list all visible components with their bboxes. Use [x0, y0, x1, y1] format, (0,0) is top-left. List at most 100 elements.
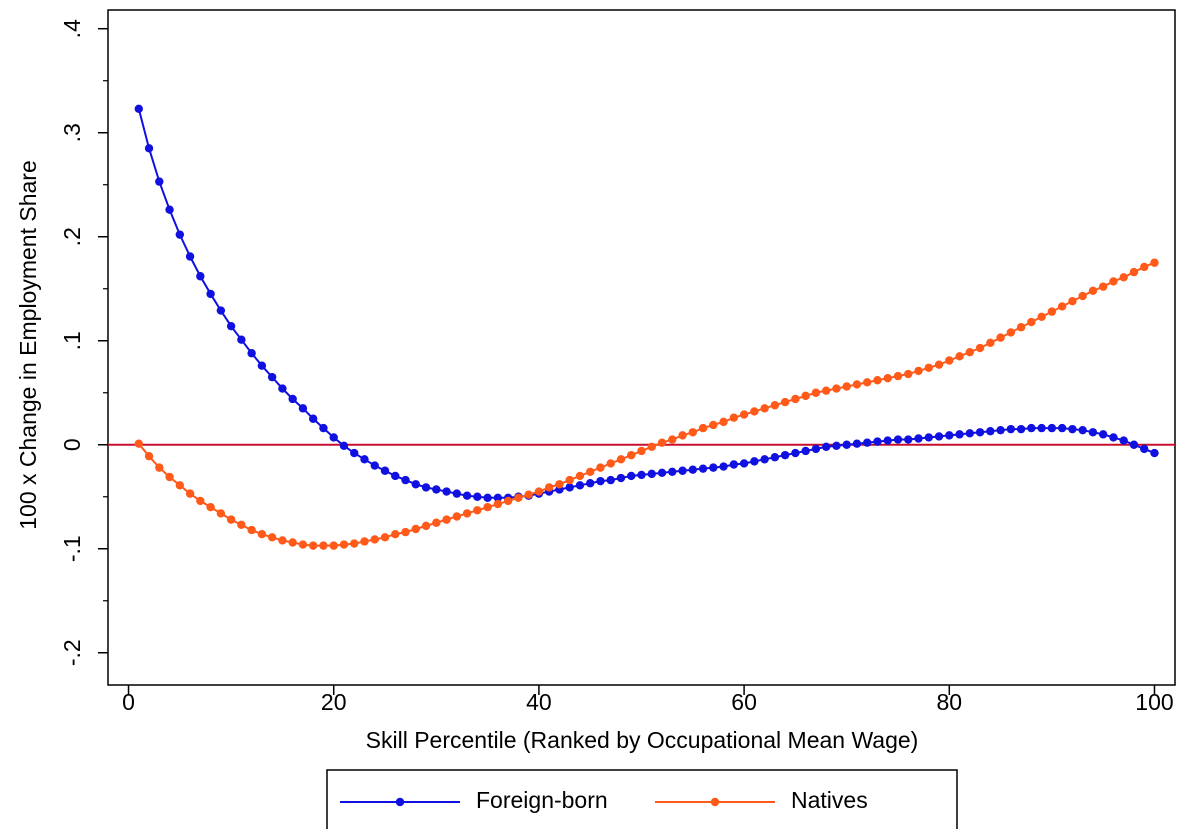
series-marker [678, 431, 687, 440]
series-marker [401, 527, 410, 537]
series-marker [842, 440, 851, 449]
y-tick-label: .4 [59, 19, 85, 38]
series-marker [1129, 267, 1139, 277]
series-marker [267, 372, 277, 382]
series-marker [565, 483, 574, 492]
y-tick-label: .2 [59, 227, 85, 246]
series-marker [432, 518, 441, 527]
series-marker [893, 371, 903, 381]
series-marker [873, 376, 882, 385]
series-marker [883, 373, 892, 383]
series-marker [688, 428, 697, 437]
series-marker [657, 438, 667, 447]
series-marker [627, 471, 636, 481]
series-marker [483, 493, 492, 502]
series-marker [965, 429, 975, 438]
series-marker [955, 352, 964, 361]
y-tick-label: 0 [59, 438, 85, 451]
series-marker [832, 384, 841, 393]
series-marker [216, 509, 226, 518]
series-marker [709, 463, 718, 472]
series-marker [298, 540, 308, 549]
series-marker [165, 472, 174, 482]
series-marker [1006, 328, 1016, 337]
series-marker [955, 430, 964, 439]
series-marker [401, 475, 410, 485]
series-marker [1027, 317, 1036, 327]
series-marker [739, 459, 749, 468]
series-marker [801, 391, 810, 401]
series-marker [544, 483, 554, 492]
series-marker [144, 144, 154, 153]
series-marker [1057, 302, 1067, 311]
series-marker [709, 420, 718, 430]
series-marker [206, 502, 215, 512]
series-marker [1129, 440, 1139, 449]
series-marker [596, 476, 605, 486]
series-marker [914, 366, 923, 376]
series-marker [780, 397, 790, 407]
series-marker [196, 272, 205, 281]
x-tick-label: 80 [936, 689, 962, 715]
series-marker [185, 489, 195, 498]
series-marker [1027, 423, 1036, 433]
series-marker [442, 515, 451, 524]
series-marker [555, 480, 564, 489]
series-marker [975, 343, 985, 353]
series-marker [924, 433, 933, 442]
series-marker [852, 439, 862, 448]
series-marker [934, 360, 944, 369]
series-marker [863, 438, 872, 447]
series-marker [965, 347, 975, 357]
series-marker [975, 428, 985, 437]
series-marker [196, 496, 205, 506]
y-tick-label: .1 [59, 331, 85, 350]
series-marker [1016, 323, 1026, 332]
series-marker [586, 467, 595, 476]
legend-swatch-marker [710, 797, 720, 807]
series-marker [442, 487, 451, 496]
series-marker [411, 524, 420, 534]
series-marker [627, 450, 636, 460]
series-marker [719, 462, 728, 471]
series-marker [1150, 258, 1159, 267]
series-marker [319, 423, 328, 433]
series-marker [247, 525, 256, 535]
series-marker [144, 451, 154, 461]
series-marker [996, 425, 1005, 435]
series-marker [237, 335, 246, 344]
series-marker [391, 529, 400, 539]
series-marker [678, 466, 687, 475]
series-marker [1098, 282, 1108, 291]
series-marker [1078, 425, 1087, 435]
series-marker [134, 104, 143, 114]
series-marker [350, 448, 359, 458]
series-marker [493, 493, 503, 502]
series-marker [134, 439, 143, 448]
series-marker [1150, 448, 1159, 458]
series-marker [391, 471, 400, 481]
series-marker [821, 386, 831, 395]
series-marker [647, 442, 656, 452]
series-marker [206, 289, 215, 299]
series-marker [986, 338, 995, 348]
series-marker [986, 427, 995, 436]
series-marker [719, 417, 728, 427]
series-marker [770, 453, 780, 462]
series-marker [924, 363, 933, 372]
series-marker [883, 436, 892, 445]
series-marker [452, 489, 462, 498]
y-tick-label: -.1 [59, 535, 85, 562]
series-marker [380, 466, 390, 475]
series-marker [462, 491, 472, 500]
legend-box [326, 769, 958, 829]
series-marker [668, 435, 677, 444]
series-marker [329, 541, 338, 550]
series-marker [832, 441, 841, 450]
series-marker [801, 446, 810, 456]
series-marker [165, 205, 174, 214]
series-marker [360, 455, 369, 464]
series-marker [483, 502, 492, 512]
series-marker [914, 434, 923, 443]
